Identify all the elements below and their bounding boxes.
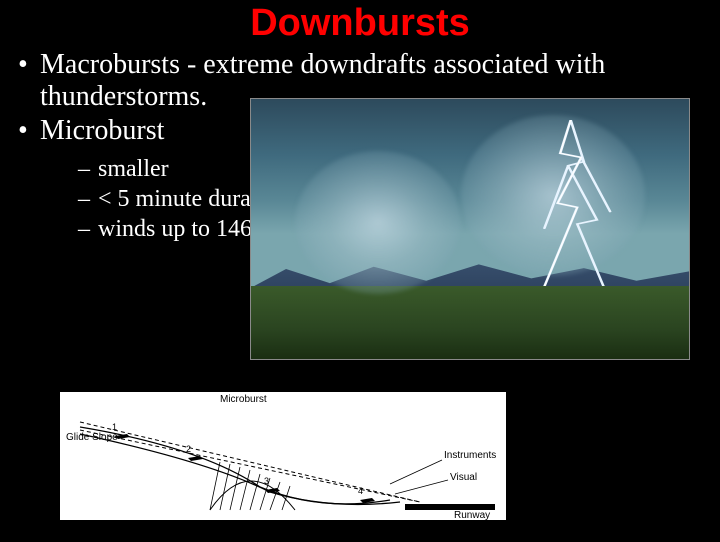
glideslope-diagram: Microburst Glide Slope Instruments Visua…	[60, 392, 506, 520]
diagram-svg	[60, 392, 506, 520]
diagram-point-1: 1	[112, 422, 117, 432]
sub-bullet-text: smaller	[98, 156, 169, 182]
diagram-point-2: 2	[186, 444, 191, 454]
diagram-label-microburst: Microburst	[220, 394, 267, 405]
lightning-icon	[505, 120, 636, 286]
diagram-label-instruments: Instruments	[444, 450, 496, 461]
diagram-label-visual: Visual	[450, 472, 477, 483]
diagram-label-glideslope: Glide Slope	[66, 432, 118, 443]
ground-region	[251, 286, 689, 359]
bullet-text: Microburst	[40, 115, 164, 146]
diagram-label-runway: Runway	[454, 510, 490, 520]
slide-title: Downbursts	[0, 2, 720, 45]
downburst-cloud-left	[295, 151, 461, 294]
diagram-point-3: 3	[264, 476, 269, 486]
diagram-point-4: 4	[358, 486, 363, 496]
microburst-illustration	[250, 98, 690, 360]
